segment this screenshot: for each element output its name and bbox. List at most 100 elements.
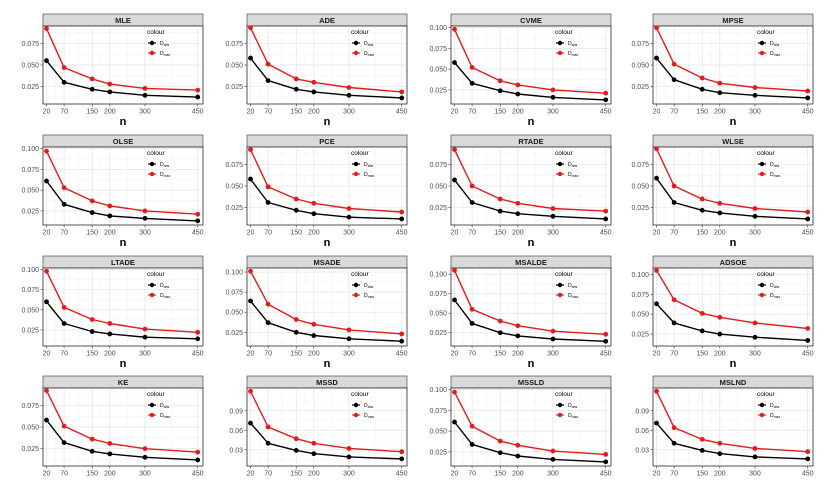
- y-tick-label: 0.025: [631, 332, 649, 339]
- data-point-max: [142, 208, 148, 214]
- panel-title: MSSLD: [518, 378, 545, 387]
- panel-title: WLSE: [722, 137, 744, 146]
- x-tick-label: 450: [396, 109, 408, 116]
- y-tick-label: 0.100: [631, 272, 649, 279]
- series-line-abs: [453, 62, 606, 101]
- data-point-abs: [550, 456, 556, 462]
- x-axis-title: n: [730, 478, 737, 480]
- panel-title: MSSD: [316, 378, 338, 387]
- data-point-abs: [603, 459, 609, 465]
- data-point-max: [515, 200, 521, 206]
- y-tick-label: 0.100: [21, 146, 39, 153]
- data-point-max: [497, 438, 503, 444]
- legend-title: colour: [147, 29, 166, 36]
- legend-label-sub: max: [164, 174, 171, 178]
- data-point-max: [265, 61, 271, 67]
- data-point-max: [107, 81, 113, 87]
- data-point-abs: [61, 321, 67, 326]
- y-tick-label: 0.050: [225, 310, 243, 317]
- panel-border: [42, 146, 204, 226]
- y-tick-label: 0.06: [635, 428, 649, 435]
- x-tick-label: 300: [547, 471, 559, 478]
- data-point-max: [699, 196, 705, 202]
- data-point-max: [469, 183, 475, 189]
- data-point-abs: [452, 419, 457, 425]
- y-tick-label: 0.100: [21, 267, 39, 274]
- panel-ke: KE 0.025 0.050 0.075 20 70 150 200 300 450 n colour…: [21, 375, 204, 480]
- series-line-abs: [45, 301, 198, 340]
- legend-label-max: Dmax: [364, 51, 374, 57]
- legend-label-sub: abs: [164, 43, 170, 47]
- x-tick-label: 20: [451, 471, 459, 478]
- data-point-abs: [265, 320, 271, 326]
- series-line-abs: [45, 180, 198, 222]
- data-point-abs: [265, 200, 271, 205]
- x-tick-label: 20: [451, 109, 459, 116]
- x-tick-label: 300: [343, 471, 355, 478]
- data-point-max: [469, 306, 475, 312]
- series-line-abs: [655, 177, 808, 220]
- data-point-abs: [654, 175, 659, 181]
- series-line-max: [655, 390, 808, 453]
- data-point-abs: [671, 440, 677, 446]
- legend-key-point-max: [759, 412, 765, 418]
- series-line-abs: [655, 57, 808, 99]
- data-point-abs: [515, 453, 521, 459]
- x-tick-label: 300: [139, 109, 151, 116]
- y-tick-label: 0.050: [429, 184, 447, 191]
- legend-label-sub: max: [774, 53, 781, 57]
- data-point-max: [452, 389, 457, 395]
- legend-label-main: D: [160, 293, 164, 299]
- y-tick-label: 0.050: [429, 311, 447, 318]
- data-point-max: [107, 321, 113, 326]
- data-point-max: [515, 442, 521, 448]
- x-tick-label: 20: [653, 471, 661, 478]
- x-axis-title: n: [324, 237, 331, 249]
- data-point-max: [671, 183, 677, 189]
- y-tick-label: 0.025: [225, 330, 243, 337]
- legend-label-main: D: [568, 283, 572, 289]
- legend-label-main: D: [160, 51, 164, 57]
- legend-label-sub: abs: [368, 405, 374, 409]
- data-point-abs: [752, 334, 758, 340]
- series-line-max: [655, 148, 808, 213]
- data-point-abs: [515, 91, 521, 97]
- legend-key-point-max: [353, 50, 359, 56]
- panel-mslnd: MSLND 0.03 0.06 0.09 20 70 150 200 300 450 n colour…: [635, 375, 814, 480]
- data-point-max: [805, 449, 811, 455]
- data-point-max: [107, 441, 113, 446]
- data-point-max: [752, 206, 758, 211]
- data-point-max: [671, 61, 677, 67]
- legend-key-point-max: [353, 171, 359, 177]
- y-tick-label: 0.075: [429, 408, 447, 415]
- y-tick-label: 0.06: [229, 428, 243, 435]
- data-point-max: [311, 200, 317, 206]
- x-tick-label: 450: [802, 351, 814, 358]
- data-point-abs: [452, 60, 457, 65]
- x-tick-label: 450: [192, 109, 204, 116]
- data-point-abs: [346, 336, 352, 342]
- data-point-max: [265, 424, 271, 430]
- legend-label-abs: Dabs: [568, 283, 578, 289]
- x-tick-label: 70: [60, 351, 68, 358]
- series-line-max: [655, 270, 808, 330]
- panel-cvme: CVME 0.025 0.050 0.075 0.100 20 70 150 200 300 450…: [429, 13, 612, 128]
- data-point-abs: [805, 95, 811, 101]
- data-point-abs: [515, 333, 521, 339]
- data-point-abs: [452, 297, 457, 303]
- x-tick-label: 200: [104, 471, 116, 478]
- legend-label-main: D: [568, 403, 572, 409]
- panel-border: [42, 267, 204, 347]
- data-point-max: [497, 318, 503, 324]
- x-tick-label: 150: [290, 471, 302, 478]
- legend-label-main: D: [770, 162, 774, 168]
- data-point-abs: [44, 178, 49, 184]
- data-point-abs: [717, 90, 723, 96]
- data-point-abs: [44, 299, 49, 305]
- data-point-max: [293, 436, 299, 442]
- data-point-max: [195, 211, 201, 217]
- legend-title: colour: [757, 271, 776, 278]
- legend-label-main: D: [770, 41, 774, 47]
- legend-key-point-max: [759, 292, 765, 298]
- legend-label-max: Dmax: [160, 172, 170, 178]
